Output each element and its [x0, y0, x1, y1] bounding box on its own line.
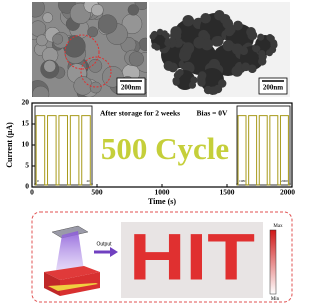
- page: 200nm 200nm After storage for 2 weeks Bi…: [0, 0, 320, 304]
- y-tick-label: 10: [22, 140, 30, 149]
- inset-x-tick-label: 1980: [239, 179, 246, 183]
- nanoflower-petal: [213, 36, 224, 47]
- nanoflower-petal: [253, 45, 260, 52]
- nanoflower-petal: [175, 70, 182, 77]
- chart: After storage for 2 weeks Bias = 0V 500 …: [5, 98, 295, 206]
- particle: [26, 0, 45, 17]
- nanoflower-petal: [164, 61, 174, 71]
- chart-title: After storage for 2 weeks: [100, 109, 180, 118]
- inset-frame: [237, 106, 290, 185]
- nanoflower-petal: [164, 33, 170, 39]
- current-line: [35, 116, 92, 185]
- colorbar-min: Min: [271, 297, 280, 302]
- inset-x-tick-label: 2000: [281, 179, 288, 183]
- figure: 200nm 200nm After storage for 2 weeks Bi…: [0, 0, 295, 304]
- annotation: Bias = 0V: [197, 109, 229, 118]
- particle: [44, 60, 56, 72]
- nanoflower-petal: [183, 15, 194, 26]
- scale-bar-label: 200nm: [121, 84, 141, 92]
- colorbar: [270, 230, 276, 294]
- y-tick-label: 20: [22, 98, 30, 107]
- x-tick-label: 0: [30, 188, 34, 197]
- nanoflower-petal: [242, 63, 250, 71]
- colorbar-max: Max: [273, 224, 283, 229]
- nanoflower-petal: [151, 31, 157, 37]
- nanoflower-petal: [266, 34, 273, 41]
- overlay-text: 500 Cycle: [101, 131, 229, 166]
- nanoflower-petal: [151, 43, 157, 49]
- x-tick-label: 1500: [220, 188, 235, 197]
- image-text: HIT: [129, 219, 255, 293]
- nanoflower-petal: [214, 10, 225, 20]
- particle: [129, 52, 144, 67]
- nanoflower-petal: [270, 41, 277, 48]
- y-axis-label: Current (µA): [5, 122, 14, 168]
- x-tick-label: 500: [91, 188, 103, 197]
- particle: [90, 82, 101, 93]
- nanoflower-petal: [173, 79, 180, 86]
- particle: [88, 27, 98, 37]
- y-tick-label: 0: [25, 182, 29, 191]
- particle: [43, 13, 53, 23]
- scale-bar-label: 200nm: [263, 84, 283, 92]
- nanoflower-petal: [257, 34, 264, 41]
- inset-x-tick-label: 20: [87, 179, 91, 183]
- nanoflower-petal: [200, 13, 211, 24]
- nanoflower-petal: [210, 86, 218, 94]
- nanoflower-petal: [198, 71, 206, 79]
- arrow-head: [110, 247, 118, 257]
- particle: [52, 34, 62, 44]
- particle: [91, 4, 103, 16]
- current-line: [237, 116, 290, 185]
- nanoflower-petal: [189, 82, 196, 89]
- nanoflower-petal: [193, 37, 205, 49]
- particle: [98, 15, 117, 34]
- nanoflower-petal: [240, 47, 248, 55]
- arrow-label: Output: [96, 241, 112, 247]
- y-tick-label: 5: [25, 161, 29, 170]
- x-tick-label: 1000: [155, 188, 170, 197]
- inset-x-tick-label: 0: [37, 179, 39, 183]
- particle: [30, 21, 46, 37]
- x-tick-label: 2000: [280, 188, 295, 197]
- x-axis-label: Time (s): [148, 197, 176, 206]
- inset-frame: [35, 106, 92, 185]
- particle: [128, 4, 139, 15]
- nanoflower-petal: [246, 27, 256, 37]
- nanoflower-petal: [226, 25, 236, 35]
- particle: [89, 59, 102, 72]
- nanoflower-petal: [258, 50, 265, 57]
- particle: [32, 86, 49, 103]
- nanoflower-petal: [266, 49, 273, 56]
- nanoflower-petal: [157, 29, 163, 35]
- nanoflower-petal: [182, 42, 194, 54]
- y-tick-label: 15: [22, 119, 30, 128]
- nanoflower-petal: [164, 40, 170, 46]
